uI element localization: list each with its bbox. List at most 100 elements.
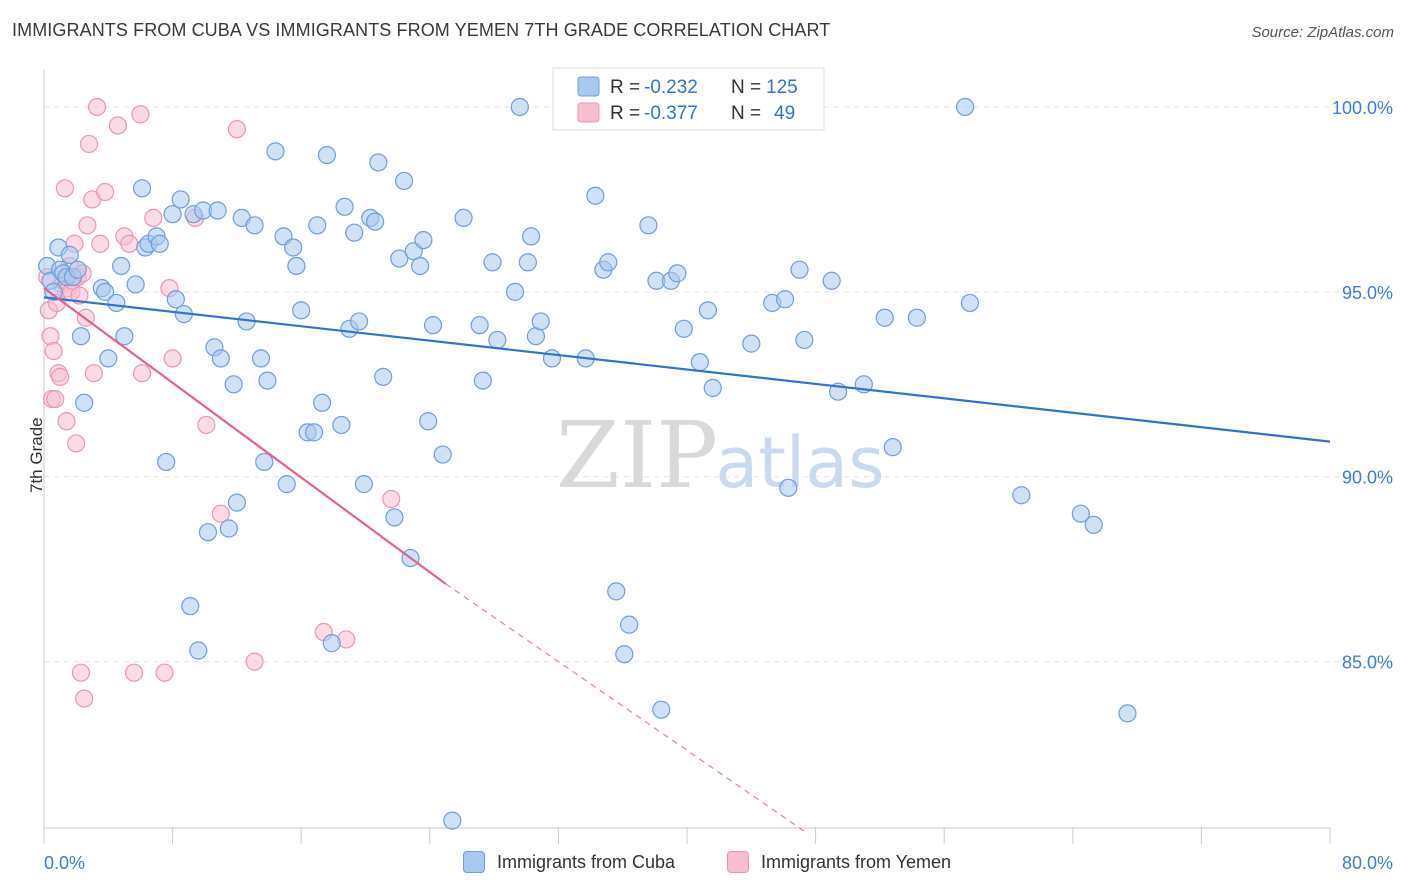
cuba-point-54 bbox=[308, 216, 327, 235]
cuba-point-100 bbox=[652, 700, 671, 719]
cuba-point-35 bbox=[208, 201, 227, 220]
cuba-point-96 bbox=[615, 645, 634, 664]
cuba-point-73 bbox=[411, 256, 430, 276]
cuba-point-118 bbox=[907, 308, 926, 327]
yemen-point-23 bbox=[75, 689, 94, 708]
cuba-point-113 bbox=[822, 271, 841, 290]
cuba-point-65 bbox=[366, 212, 385, 231]
cuba-point-85 bbox=[510, 97, 529, 117]
cuba-point-68 bbox=[385, 508, 404, 527]
cuba-point-90 bbox=[542, 349, 562, 368]
yemen-point-21 bbox=[71, 663, 91, 682]
cuba-point-75 bbox=[419, 412, 438, 431]
cuba-point-110 bbox=[779, 478, 798, 497]
cuba-point-111 bbox=[790, 260, 809, 279]
cuba-point-102 bbox=[668, 264, 687, 283]
yemen-point-41 bbox=[163, 349, 182, 368]
y-tick-label-0: 85.0% bbox=[1342, 653, 1393, 673]
legend-label-yemen: Immigrants from Yemen bbox=[761, 851, 952, 872]
cuba-point-105 bbox=[698, 301, 717, 320]
yemen-point-28 bbox=[84, 364, 103, 383]
cuba-point-46 bbox=[266, 142, 285, 161]
yemen-point-11 bbox=[55, 179, 74, 198]
yemen-point-5 bbox=[46, 389, 65, 409]
cuba-point-86 bbox=[518, 253, 537, 272]
cuba-point-50 bbox=[287, 256, 306, 276]
cuba-point-123 bbox=[1084, 515, 1103, 534]
cuba-point-117 bbox=[883, 438, 902, 457]
cuba-point-81 bbox=[473, 371, 492, 390]
cuba-point-44 bbox=[255, 452, 274, 472]
watermark: ZIP atlas bbox=[556, 402, 885, 509]
watermark-atlas: atlas bbox=[715, 422, 884, 504]
yemen-point-46 bbox=[245, 652, 264, 671]
cuba-point-15 bbox=[107, 293, 126, 313]
cuba-point-43 bbox=[251, 349, 271, 368]
cuba-trend-line bbox=[43, 296, 1331, 443]
cuba-point-23 bbox=[150, 234, 169, 253]
yemen-point-49 bbox=[382, 489, 401, 509]
yemen-point-18 bbox=[67, 434, 86, 453]
cuba-point-14 bbox=[99, 349, 118, 368]
cuba-point-116 bbox=[875, 308, 894, 327]
cuba-point-63 bbox=[354, 475, 373, 494]
legend-box: R = -0.232 N = 125 R = -0.377 N = 49 bbox=[552, 67, 825, 131]
cuba-point-79 bbox=[454, 208, 473, 228]
cuba-point-78 bbox=[443, 811, 462, 830]
yemen-point-32 bbox=[108, 116, 128, 135]
cuba-point-45 bbox=[258, 371, 277, 390]
legend-swatch-cuba-bottom bbox=[463, 851, 485, 873]
yemen-point-44 bbox=[211, 504, 230, 523]
cuba-point-29 bbox=[181, 597, 200, 616]
cuba-point-27 bbox=[171, 190, 190, 209]
cuba-point-39 bbox=[227, 493, 246, 512]
yemen-trend-extension bbox=[445, 583, 808, 835]
cuba-point-48 bbox=[277, 475, 296, 494]
yemen-point-45 bbox=[227, 120, 246, 139]
yemen-trend-line bbox=[43, 287, 447, 585]
cuba-point-80 bbox=[470, 316, 489, 335]
axes bbox=[43, 70, 1331, 844]
y-tick-label-1: 90.0% bbox=[1342, 468, 1393, 488]
trend-lines bbox=[43, 287, 1331, 835]
chart-title: IMMIGRANTS FROM CUBA VS IMMIGRANTS FROM … bbox=[12, 20, 831, 40]
cuba-point-83 bbox=[488, 330, 507, 350]
legend-n-label-cuba: N = bbox=[731, 77, 761, 98]
legend-r-label-cuba: R = bbox=[610, 77, 640, 98]
cuba-point-120 bbox=[960, 293, 980, 313]
yemen-point-43 bbox=[197, 415, 216, 435]
cuba-point-67 bbox=[374, 367, 393, 386]
cuba-point-77 bbox=[433, 445, 452, 464]
cuba-point-13 bbox=[95, 282, 115, 301]
cuba-point-42 bbox=[245, 216, 264, 235]
cuba-point-74 bbox=[414, 230, 433, 250]
cuba-point-84 bbox=[505, 282, 525, 301]
cuba-point-76 bbox=[423, 316, 443, 335]
cuba-point-53 bbox=[304, 423, 324, 442]
cuba-point-26 bbox=[166, 290, 185, 309]
cuba-point-70 bbox=[394, 171, 414, 191]
yemen-point-29 bbox=[87, 97, 107, 117]
cuba-point-37 bbox=[219, 519, 238, 538]
cuba-point-69 bbox=[390, 249, 409, 268]
yemen-point-2 bbox=[41, 327, 60, 346]
legend-n-label-yemen: N = bbox=[731, 103, 761, 124]
bottom-legend: Immigrants from Cuba Immigrants from Yem… bbox=[0, 851, 1406, 877]
cuba-point-109 bbox=[775, 290, 795, 309]
cuba-point-94 bbox=[599, 253, 618, 272]
cuba-point-124 bbox=[1118, 704, 1137, 723]
yemen-point-30 bbox=[91, 234, 110, 253]
cuba-point-55 bbox=[312, 393, 332, 412]
cuba-point-17 bbox=[115, 327, 134, 346]
cuba-point-57 bbox=[322, 634, 341, 653]
cuba-points bbox=[38, 97, 1137, 830]
cuba-point-51 bbox=[292, 301, 311, 320]
legend-item-yemen: Immigrants from Yemen bbox=[727, 851, 951, 873]
cuba-point-62 bbox=[349, 312, 369, 331]
y-tick-label-2: 95.0% bbox=[1342, 283, 1393, 303]
cuba-point-24 bbox=[157, 452, 176, 472]
cuba-point-122 bbox=[1071, 504, 1090, 523]
cuba-point-112 bbox=[795, 330, 814, 350]
cuba-point-59 bbox=[335, 197, 354, 216]
